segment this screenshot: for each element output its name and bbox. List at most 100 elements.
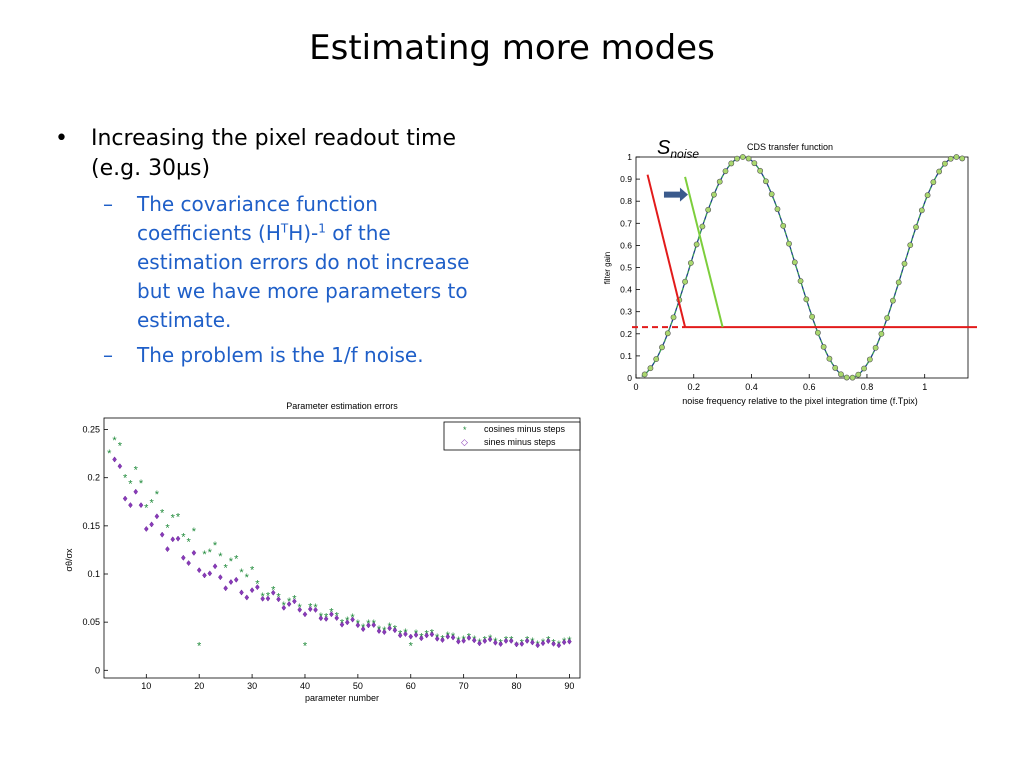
data-point	[699, 223, 706, 230]
data-point	[797, 278, 804, 284]
series-line	[641, 156, 965, 379]
data-point	[659, 344, 665, 351]
bullet-item: • Increasing the pixel readout time (e.g…	[55, 124, 525, 184]
data-point	[907, 242, 914, 248]
cds-axes: 0 0.2 0.4 0.6 0.8 1 0 0.1 0.2 0.3 0.4 0.5 0.6 0.7 0.8 0…	[620, 152, 969, 392]
x-tick-label: 90	[564, 681, 574, 691]
legend-label-sin: sines minus steps	[484, 437, 556, 447]
data-point	[861, 365, 867, 372]
sin-point	[117, 463, 123, 470]
sin-point	[530, 639, 535, 646]
sub-bullet-line: The problem is the 1/f noise.	[137, 343, 424, 367]
sin-point	[186, 560, 191, 567]
sin-point	[323, 615, 329, 622]
err-series: ****************************************…	[107, 435, 572, 653]
data-point	[832, 365, 839, 371]
data-point	[682, 278, 688, 285]
sin-point	[175, 535, 181, 542]
sin-point	[281, 604, 287, 611]
cos-point: *	[245, 572, 250, 584]
sin-point	[334, 615, 340, 622]
cos-point: *	[171, 512, 176, 524]
data-point	[872, 344, 879, 351]
cos-point: *	[192, 526, 197, 538]
sin-point	[313, 606, 318, 613]
sin-point	[212, 563, 218, 570]
data-point	[820, 343, 827, 350]
sin-point	[397, 632, 403, 639]
arrow-icon	[663, 187, 688, 202]
data-point	[843, 374, 850, 381]
cos-point: *	[128, 479, 133, 491]
sin-point	[540, 640, 546, 647]
data-point	[664, 330, 671, 337]
data-point	[745, 155, 752, 162]
y-tick-label: 0.8	[620, 196, 632, 206]
y-tick-label: 0.15	[82, 521, 100, 531]
cos-point: *	[197, 641, 202, 653]
sin-point	[228, 579, 234, 586]
sin-point	[133, 488, 139, 495]
sin-point	[429, 631, 435, 638]
sub-bullet-mark: –	[103, 192, 113, 216]
sin-point	[218, 574, 223, 581]
cos-point: *	[144, 502, 149, 514]
sin-point	[170, 536, 176, 543]
sin-point	[461, 637, 466, 644]
sub-bullet-line: but we have more parameters to	[137, 279, 468, 303]
sub-bullet-item: – The problem is the 1/f noise.	[55, 341, 525, 370]
data-point	[901, 260, 908, 267]
sin-point	[207, 570, 213, 577]
sin-point	[466, 634, 472, 641]
slide-title: Estimating more modes	[309, 28, 715, 68]
y-axis-label: filter gain	[603, 252, 612, 284]
y-tick-label: 0.6	[620, 240, 632, 250]
sin-point	[440, 636, 445, 644]
y-tick-label: 0.1	[87, 569, 100, 579]
sub-bullet-line: The covariance function	[137, 192, 378, 216]
cos-point: *	[186, 537, 191, 549]
sin-point	[456, 638, 461, 645]
cds-series	[641, 154, 966, 381]
chart-title: Parameter estimation errors	[286, 401, 398, 411]
data-point	[895, 279, 902, 286]
sin-point	[249, 587, 255, 594]
plot-frame	[635, 156, 969, 379]
y-tick-label: 0.7	[620, 218, 632, 228]
svg-text:*: *	[463, 425, 467, 435]
x-axis-label: parameter number	[305, 693, 379, 703]
data-point	[849, 374, 856, 381]
data-point	[693, 241, 700, 248]
x-tick-label: 30	[247, 681, 257, 691]
sin-point	[196, 567, 202, 574]
sin-point	[366, 622, 371, 629]
sin-point	[286, 601, 292, 608]
cds-transfer-chart: CDS transfer function Snoise 0 0.2 0.4 0.6 0…	[603, 137, 977, 406]
data-point	[936, 168, 943, 175]
sin-point	[276, 596, 281, 603]
x-tick-label: 0	[633, 382, 638, 392]
data-point	[918, 207, 925, 214]
sin-point	[165, 546, 170, 553]
data-point	[930, 179, 937, 186]
sin-point	[514, 641, 519, 648]
cos-point: *	[149, 497, 154, 509]
data-point	[711, 191, 717, 198]
x-tick-label: 1	[922, 382, 927, 392]
sin-point	[318, 615, 324, 622]
data-point	[786, 240, 792, 247]
data-point	[866, 356, 873, 363]
red-diagonal-line	[646, 174, 687, 328]
sin-point	[419, 635, 424, 642]
sin-point	[503, 637, 509, 644]
sin-point	[392, 627, 398, 634]
sin-point	[329, 611, 334, 618]
x-tick-label: 80	[512, 681, 522, 691]
sin-point	[138, 502, 144, 509]
data-point	[716, 178, 723, 185]
data-point	[890, 297, 896, 304]
cos-point: *	[107, 448, 112, 460]
sin-point	[244, 594, 250, 601]
data-point	[878, 330, 885, 337]
sub-bullet-line: estimate.	[137, 308, 232, 332]
